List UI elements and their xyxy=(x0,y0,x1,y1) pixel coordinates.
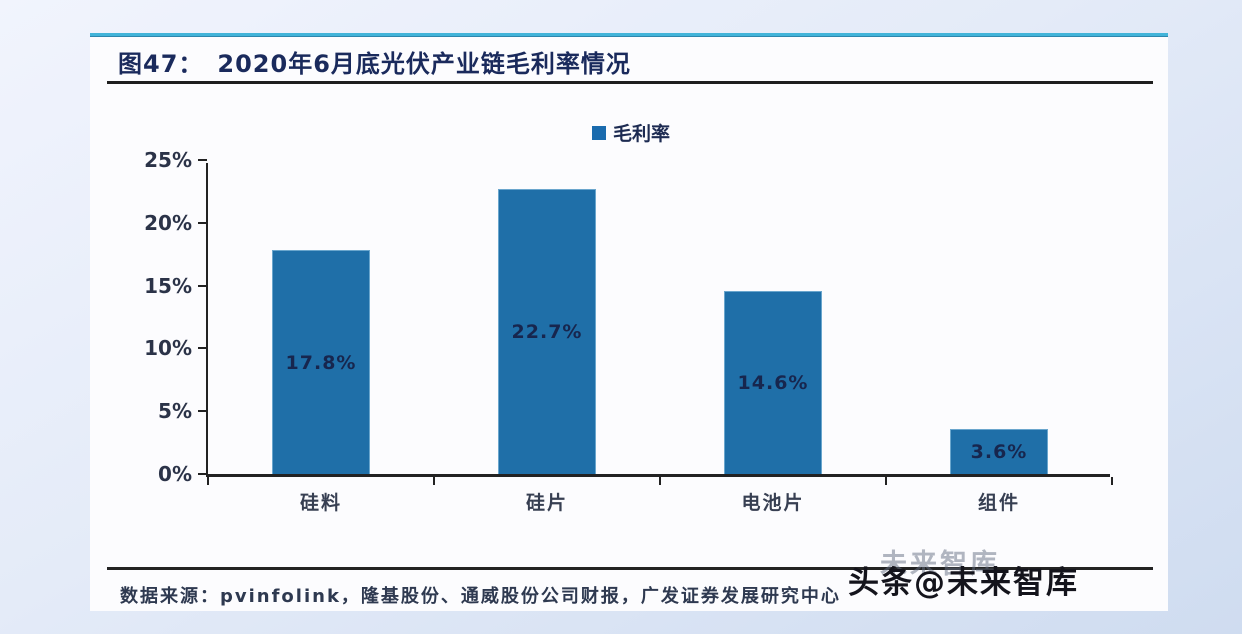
y-axis-tick-mark xyxy=(198,347,207,350)
x-axis-category-label: 硅片 xyxy=(525,492,568,514)
y-axis-tick-mark xyxy=(198,221,207,224)
y-axis-tick-label: 10% xyxy=(144,336,192,361)
x-axis-category-label: 组件 xyxy=(977,492,1020,514)
data-source-line: 数据来源：pvinfolink，隆基股份、通威股份公司财报，广发证券发展研究中心 xyxy=(120,582,841,608)
bar-电池片: 14.6% xyxy=(724,290,822,474)
bar-data-label: 14.6% xyxy=(737,371,809,394)
bar-硅料: 17.8% xyxy=(272,250,370,474)
watermark-text: 头条@未来智库 xyxy=(848,565,1079,601)
y-axis-tick-label: 15% xyxy=(144,273,192,298)
legend-series-label: 毛利率 xyxy=(613,123,671,145)
x-axis-tick-mark xyxy=(207,477,209,485)
y-axis-tick-label: 20% xyxy=(144,210,192,235)
bar-data-label: 22.7% xyxy=(511,320,583,343)
bar-data-label: 3.6% xyxy=(970,440,1028,463)
y-axis-tick-mark xyxy=(198,410,207,413)
source-label: 数据来源： xyxy=(120,586,220,607)
bar-硅片: 22.7% xyxy=(498,188,596,474)
y-axis-tick-mark xyxy=(198,473,207,475)
y-axis-tick-label: 5% xyxy=(158,399,192,424)
figure-top-accent-border xyxy=(90,33,1168,37)
y-axis-tick-label: 25% xyxy=(144,148,192,172)
figure-title: 图47： 2020年6月底光伏产业链毛利率情况 xyxy=(118,44,631,79)
x-axis-category-label: 硅料 xyxy=(299,492,342,514)
source-text: pvinfolink，隆基股份、通威股份公司财报，广发证券发展研究中心 xyxy=(220,586,841,607)
y-axis-tick-mark xyxy=(198,159,207,161)
plot-area: 0% 5% 10% 15% 20% 25% 17.8% 22.7% 14.6% 3.6% 硅料 硅片 电… xyxy=(144,148,1113,514)
legend-swatch-icon xyxy=(592,125,606,140)
bar-data-label: 17.8% xyxy=(285,351,357,374)
y-axis-tick-mark xyxy=(198,284,207,287)
figure-card: 图47： 2020年6月底光伏产业链毛利率情况 毛利率 0% 5% 10% 15% 20… xyxy=(90,33,1168,611)
title-divider-rule xyxy=(107,81,1153,84)
y-axis-tick-label: 0% xyxy=(158,462,192,486)
x-axis-tick-mark xyxy=(885,477,887,485)
bottom-divider-rule xyxy=(107,567,1153,570)
bar-组件: 3.6% xyxy=(950,428,1048,474)
watermark-ghost-text: 未来智库 xyxy=(880,549,1000,580)
x-axis-category-label: 电池片 xyxy=(741,492,805,514)
chart-legend: 毛利率 xyxy=(592,119,670,146)
x-axis-tick-mark xyxy=(1111,477,1113,485)
figure-number-label: 图47： xyxy=(118,50,204,78)
figure-title-text: 2020年6月底光伏产业链毛利率情况 xyxy=(217,50,631,78)
x-axis-tick-mark xyxy=(433,477,435,485)
x-axis-tick-mark xyxy=(659,477,661,485)
